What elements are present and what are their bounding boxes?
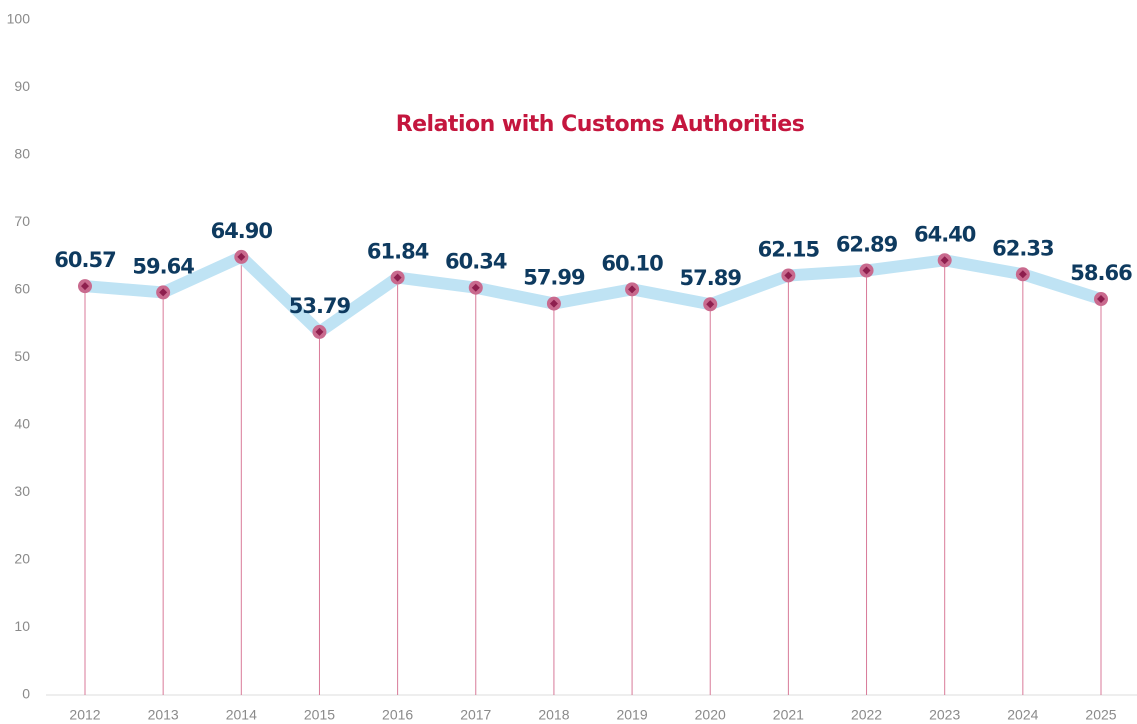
x-tick-label: 2023: [929, 707, 960, 723]
x-tick-label: 2021: [773, 707, 804, 723]
marker-center: [237, 252, 246, 261]
value-label: 60.10: [601, 251, 663, 275]
marker-center: [940, 256, 949, 265]
x-tick-label: 2018: [538, 707, 569, 723]
series-line: [79, 250, 1107, 338]
y-tick-label: 10: [14, 618, 30, 634]
marker-center: [81, 282, 89, 291]
marker-center: [549, 299, 558, 308]
value-label: 64.40: [914, 222, 976, 246]
value-label: 59.64: [132, 254, 194, 278]
marker-center: [1097, 295, 1105, 304]
value-label: 57.99: [523, 266, 585, 290]
value-label: 62.89: [836, 232, 898, 256]
marker-center: [159, 288, 168, 297]
x-tick-label: 2022: [851, 707, 882, 723]
x-tick-label: 2024: [1007, 707, 1038, 723]
marker-center: [471, 283, 480, 292]
marker-center: [393, 273, 402, 282]
y-tick-label: 40: [14, 416, 30, 432]
marker-center: [784, 271, 793, 280]
x-tick-label: 2015: [304, 707, 335, 723]
value-label: 57.89: [680, 266, 742, 290]
chart-title: Relation with Customs Authorities: [396, 112, 805, 137]
x-tick-label: 2014: [226, 707, 257, 723]
x-tick-label: 2016: [382, 707, 413, 723]
value-label: 61.84: [367, 240, 429, 264]
y-tick-label: 0: [22, 686, 30, 702]
y-tick-label: 30: [14, 483, 30, 499]
y-tick-label: 20: [14, 551, 30, 567]
x-tick-label: 2012: [69, 707, 100, 723]
value-label: 62.15: [758, 237, 820, 261]
y-tick-label: 60: [14, 281, 30, 297]
x-tick-label: 2013: [148, 707, 179, 723]
y-tick-label: 70: [14, 213, 30, 229]
marker-center: [862, 266, 871, 275]
marker-center: [628, 285, 637, 294]
y-tick-label: 80: [14, 146, 30, 162]
marker-center: [706, 300, 715, 309]
x-tick-label: 2017: [460, 707, 491, 723]
value-label: 62.33: [992, 236, 1053, 260]
value-label: 58.66: [1070, 261, 1132, 285]
x-tick-label: 2025: [1085, 707, 1116, 723]
x-tick-label: 2019: [616, 707, 647, 723]
value-label: 64.90: [211, 219, 273, 243]
value-label: 60.34: [445, 250, 507, 274]
value-label: 53.79: [289, 294, 351, 318]
x-tick-label: 2020: [695, 707, 726, 723]
y-tick-label: 50: [14, 348, 30, 364]
marker-center: [1018, 270, 1027, 279]
y-tick-label: 90: [14, 78, 30, 94]
value-label: 60.57: [54, 248, 115, 272]
y-tick-label: 100: [7, 11, 31, 27]
marker-center: [315, 327, 324, 336]
